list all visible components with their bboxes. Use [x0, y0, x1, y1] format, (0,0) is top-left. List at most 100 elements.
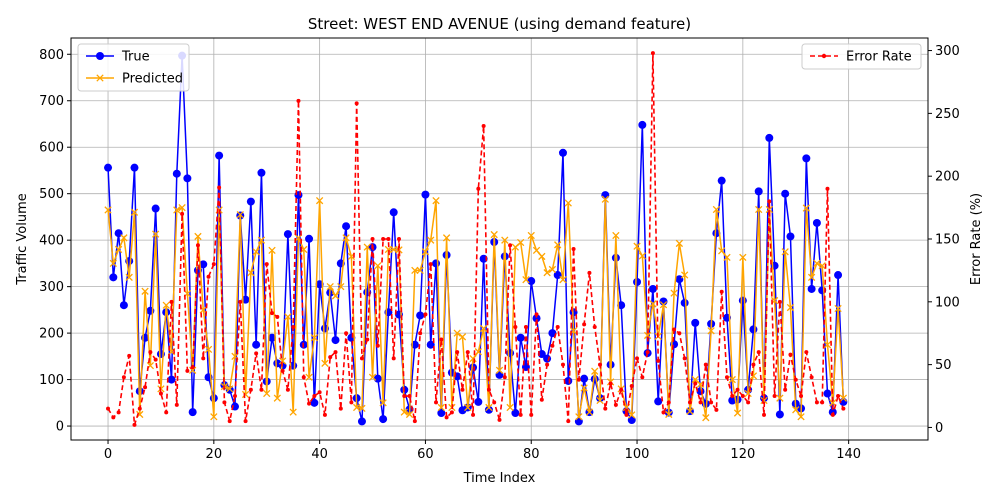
- data-point: [263, 389, 271, 398]
- data-point: [575, 413, 583, 421]
- data-point: [109, 259, 117, 268]
- data-point: [310, 398, 319, 407]
- data-point: [738, 296, 747, 305]
- data-point: [534, 312, 539, 317]
- data-point: [603, 406, 608, 411]
- data-point: [236, 210, 244, 219]
- data-point: [723, 253, 731, 262]
- y-tick-label: 800: [39, 48, 64, 63]
- data-point: [474, 397, 483, 406]
- data-point: [608, 381, 613, 386]
- data-point: [268, 333, 277, 342]
- data-point: [373, 374, 382, 383]
- data-point: [252, 340, 261, 349]
- y-tick-label: 600: [39, 141, 64, 156]
- data-point: [638, 252, 646, 260]
- data-point: [437, 403, 445, 412]
- data-point: [612, 231, 620, 240]
- data-point: [814, 400, 819, 405]
- data-point: [359, 356, 364, 361]
- data-point: [675, 275, 684, 284]
- data-point: [746, 400, 751, 405]
- data-point: [580, 374, 589, 383]
- data-point: [767, 199, 772, 204]
- data-point: [633, 242, 641, 250]
- data-point: [284, 313, 292, 321]
- data-point: [555, 324, 560, 329]
- data-point: [195, 243, 200, 248]
- data-point: [834, 304, 842, 313]
- chart-title: Street: WEST END AVENUE (using demand fe…: [308, 15, 691, 33]
- data-point: [174, 402, 179, 407]
- data-point: [502, 375, 507, 380]
- data-point: [501, 236, 509, 244]
- data-point: [506, 403, 514, 412]
- data-point: [772, 394, 777, 399]
- data-point: [307, 401, 312, 406]
- data-point: [643, 331, 652, 340]
- data-point: [724, 375, 729, 380]
- data-point: [322, 412, 327, 417]
- data-point: [841, 406, 846, 411]
- data-point: [666, 400, 671, 405]
- data-point: [527, 231, 535, 240]
- data-point: [596, 396, 604, 405]
- y-right-tick-label: 100: [935, 295, 960, 310]
- data-point: [368, 373, 377, 381]
- data-point: [807, 273, 816, 282]
- data-point: [183, 174, 192, 183]
- data-point: [550, 343, 555, 348]
- data-point: [116, 410, 121, 415]
- data-point: [270, 311, 275, 316]
- data-point: [523, 324, 528, 329]
- y-right-tick-label: 0: [935, 421, 943, 436]
- data-point: [439, 337, 444, 342]
- data-point: [428, 262, 433, 267]
- data-point: [432, 259, 441, 268]
- data-point: [807, 284, 816, 293]
- y-tick-label: 700: [39, 94, 64, 109]
- data-point: [280, 368, 285, 373]
- data-point: [331, 336, 340, 345]
- data-point: [317, 390, 322, 395]
- data-point: [188, 408, 197, 417]
- data-point: [354, 101, 359, 106]
- data-point: [291, 324, 296, 329]
- data-point: [532, 314, 541, 323]
- data-point: [172, 169, 181, 178]
- data-point: [654, 397, 663, 406]
- data-point: [675, 239, 684, 248]
- series-line: [107, 53, 845, 426]
- data-point: [442, 234, 451, 242]
- data-point: [543, 354, 552, 363]
- data-point: [125, 273, 133, 282]
- data-point: [275, 314, 280, 319]
- data-point: [416, 311, 425, 320]
- data-point: [543, 269, 551, 277]
- data-point: [560, 362, 565, 367]
- x-tick-label: 40: [311, 447, 328, 462]
- legend-marker: [96, 74, 104, 82]
- data-point: [427, 236, 435, 244]
- y-tick-label: 500: [39, 187, 64, 202]
- data-point: [153, 357, 158, 362]
- data-point: [633, 277, 642, 286]
- data-point: [564, 199, 572, 207]
- data-point: [823, 341, 832, 349]
- data-point: [677, 331, 682, 336]
- data-point: [755, 205, 763, 214]
- series-layer: [104, 51, 848, 427]
- data-point: [264, 262, 269, 267]
- data-point: [407, 394, 412, 399]
- data-point: [465, 350, 470, 355]
- data-point: [836, 394, 841, 399]
- y-axis-right-label: Error Rate (%): [969, 193, 984, 285]
- data-point: [513, 324, 518, 329]
- data-point: [558, 148, 567, 157]
- legend-label: True: [121, 50, 150, 65]
- data-point: [432, 196, 440, 205]
- data-point: [777, 299, 782, 304]
- data-point: [554, 241, 562, 249]
- data-point: [226, 385, 234, 393]
- data-point: [104, 206, 112, 214]
